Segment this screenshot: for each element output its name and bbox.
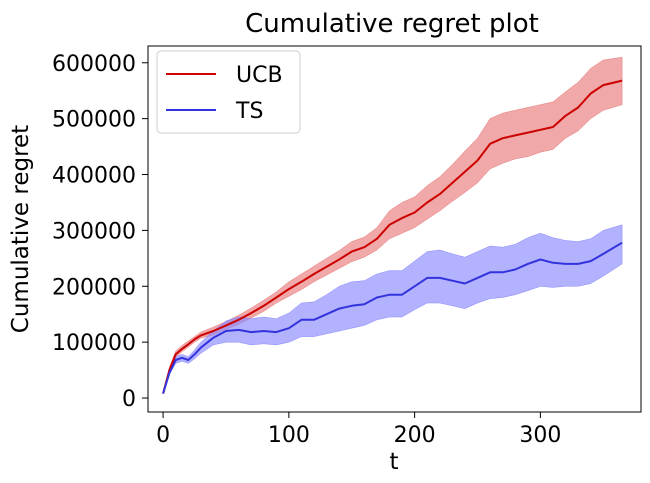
y-axis-label: Cumulative regret — [8, 125, 34, 333]
legend-ts-label: TS — [235, 99, 263, 124]
ts-line — [162, 241, 623, 394]
y-tick-label: 600000 — [52, 52, 136, 77]
x-tick-label: 100 — [268, 423, 310, 448]
x-axis: 0 100 200 300 — [156, 412, 561, 448]
y-tick-label: 200000 — [52, 275, 136, 300]
x-tick-label: 200 — [394, 423, 436, 448]
legend-ucb-label: UCB — [236, 63, 283, 88]
chart-title: Cumulative regret plot — [245, 9, 539, 39]
y-tick-label: 400000 — [52, 164, 136, 189]
y-tick-label: 500000 — [52, 108, 136, 133]
ts-confidence-band — [162, 224, 623, 394]
legend: UCB TS — [156, 50, 301, 134]
series-lines — [162, 79, 623, 394]
y-tick-label: 100000 — [52, 331, 136, 356]
x-tick-label: 0 — [156, 423, 170, 448]
plot-area — [147, 45, 642, 413]
ucb-line — [162, 79, 623, 394]
y-axis: 0 100000 200000 300000 400000 500000 600000 — [52, 52, 148, 412]
legend-box — [156, 50, 301, 134]
x-tick-label: 300 — [519, 423, 561, 448]
plot-frame — [147, 45, 642, 413]
x-axis-label: t — [389, 449, 398, 475]
y-tick-label: 300000 — [52, 219, 136, 244]
y-tick-label: 0 — [122, 387, 136, 412]
